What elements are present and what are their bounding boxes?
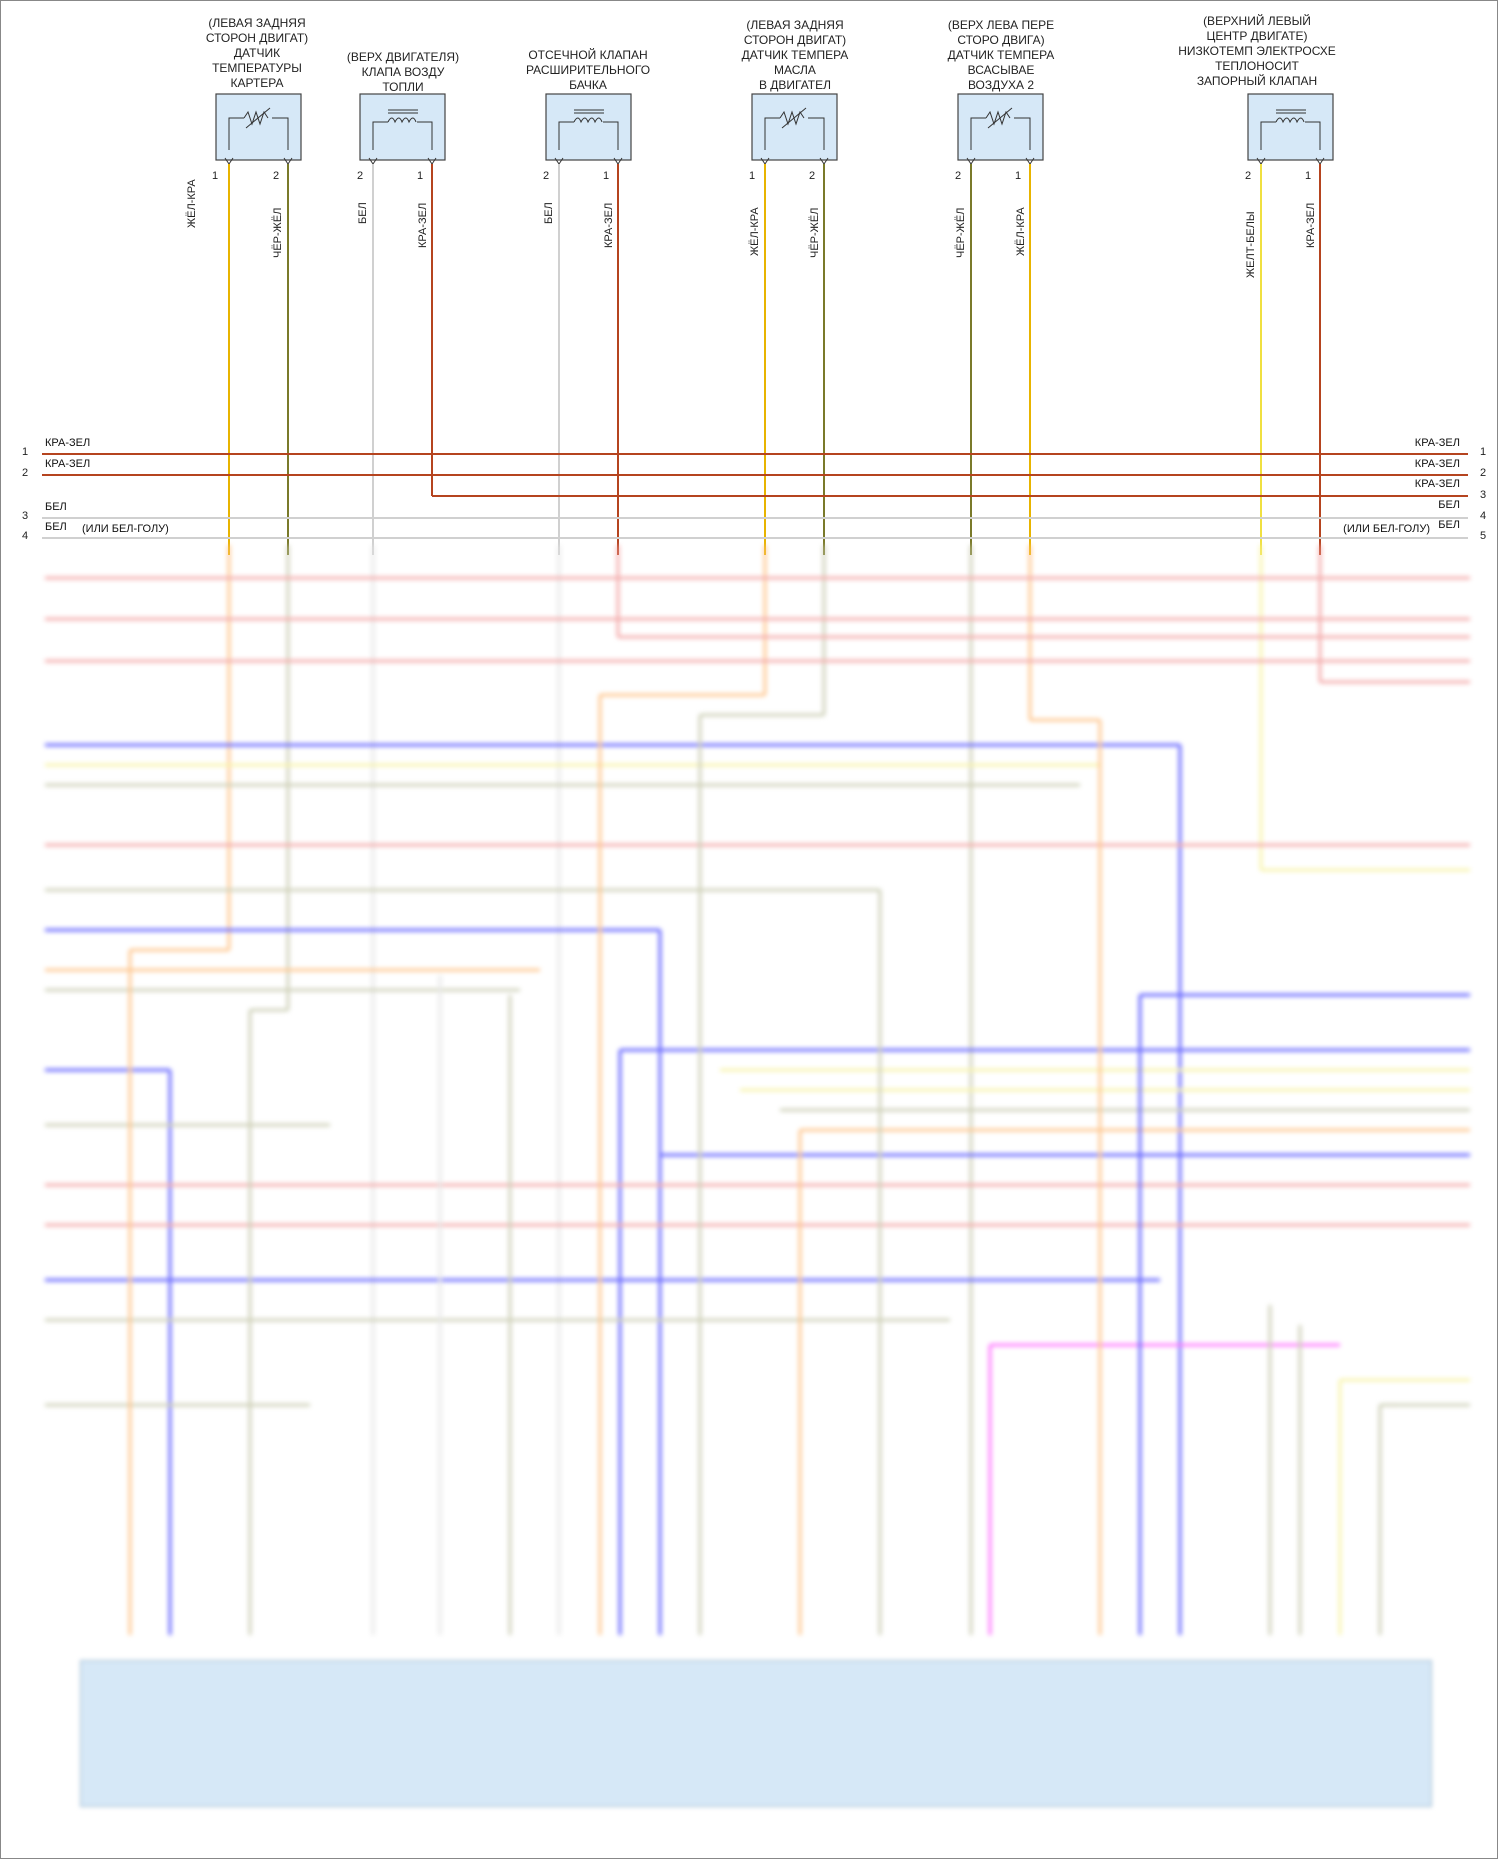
wire-color-label: ЖЁЛ-КРА [749,207,761,256]
pin-number: 2 [543,170,550,182]
component-label-low-temp-coolant-valve: (ВЕРХНИЙ ЛЕВЫЙ ЦЕНТР ДВИГАТЕ) НИЗКОТЕМП … [1178,14,1336,88]
valve-low-temp-coolant [1247,93,1334,161]
bus-left-label: БЕЛ [45,521,67,533]
bus-right-label: КРА-ЗЕЛ [1414,478,1460,490]
obscured-wiring [45,545,1470,1635]
pin-number: 2 [357,170,364,182]
bus-right-label: КРА-ЗЕЛ [1414,437,1460,449]
pin-number: 1 [417,170,424,182]
bus-right-num: 1 [1480,446,1487,458]
wire-color-label: БЕЛ [543,202,555,224]
pin-number: 2 [809,170,816,182]
pin-number: 2 [1245,170,1252,182]
obscured-wiring-area [0,545,1500,1861]
bus-right-num: 2 [1480,467,1487,479]
wire-color-label: ЧЁР-ЖЁЛ [272,207,284,258]
bus-left-label: БЕЛ [45,501,67,513]
bus-right-extra: (ИЛИ БЕЛ-ГОЛУ) [1343,523,1430,535]
pin-number: 1 [212,170,219,182]
wire-color-label: ЧЁР-ЖЁЛ [955,207,967,258]
pin-number: 1 [603,170,610,182]
wire-color-label: ЖЕЛТ-БЕЛЫ [1245,211,1257,278]
wire-color-label: КРА-ЗЕЛ [1305,202,1317,248]
valve-fuel-air [359,93,446,161]
component-label-oil-temp-sensor: (ЛЕВАЯ ЗАДНЯЯ СТОРОН ДВИГАТ) ДАТЧИК ТЕМП… [741,18,849,92]
bus-right-label: БЕЛ [1438,499,1460,511]
bus-left-extra: (ИЛИ БЕЛ-ГОЛУ) [82,523,169,535]
sensor-crankcase-temp [215,93,302,161]
ecu-module [80,1660,1432,1807]
pin-number: 1 [1015,170,1022,182]
bus-right-num: 4 [1480,510,1487,522]
valve-expansion-tank [545,93,632,161]
bus-left-num: 4 [22,530,29,542]
sensor-oil-temp [751,93,838,161]
bus-right-label: КРА-ЗЕЛ [1414,458,1460,470]
component-label-crankcase-temp-sensor: (ЛЕВАЯ ЗАДНЯЯ СТОРОН ДВИГАТ) ДАТЧИК ТЕМП… [205,16,309,90]
wire-color-label: ЖЁЛ-КРА [1015,207,1027,256]
wire-color-label: ЧЁР-ЖЁЛ [809,207,821,258]
bus-left-num: 3 [22,510,29,522]
wire-color-label: КРА-ЗЕЛ [603,202,615,248]
pin-number: 2 [955,170,962,182]
sensor-intake-air-temp-2 [957,93,1044,161]
bus-left-label: КРА-ЗЕЛ [45,437,91,449]
component-label-fuel-air-valve: (ВЕРХ ДВИГАТЕЛЯ) КЛАПА ВОЗДУ ТОПЛИ [346,50,460,94]
bus-left-num: 1 [22,446,29,458]
pin-number: 1 [1305,170,1312,182]
bus-right-num: 5 [1480,530,1487,542]
wire-color-label: КРА-ЗЕЛ [417,202,429,248]
bus-right-label: БЕЛ [1438,519,1460,531]
wire-color-label: БЕЛ [357,202,369,224]
pin-number: 1 [749,170,756,182]
bus-left-num: 2 [22,467,29,479]
wire-color-label: ЖЁЛ-КРА [186,179,198,228]
bus-left-label: КРА-ЗЕЛ [45,458,91,470]
pin-number: 2 [273,170,280,182]
component-label-expansion-tank-valve: ОТСЕЧНОЙ КЛАПАН РАСШИРИТЕЛЬНОГО БАЧКА [525,48,651,92]
component-label-intake-air-temp-sensor-2: (ВЕРХ ЛЕВА ПЕРЕ СТОРО ДВИГА) ДАТЧИК ТЕМП… [947,18,1055,92]
bus-right-num: 3 [1480,489,1487,501]
